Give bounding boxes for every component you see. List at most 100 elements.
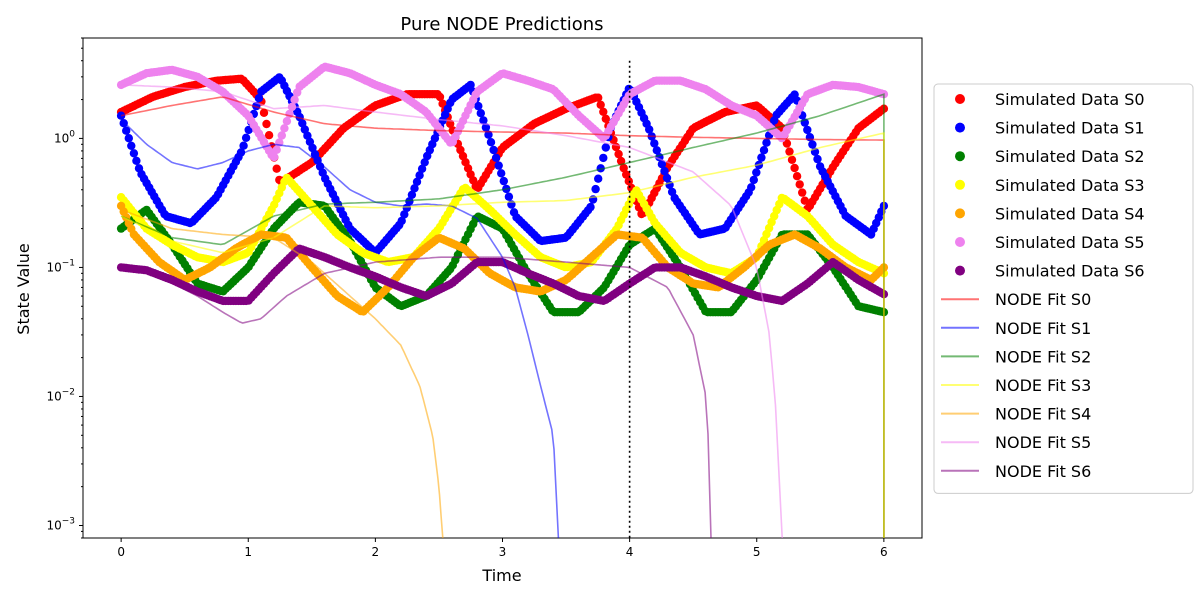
data-point bbox=[813, 154, 822, 164]
y-tick-label: 10−3 bbox=[46, 516, 75, 532]
data-point bbox=[282, 117, 292, 126]
data-point bbox=[290, 95, 299, 104]
data-point bbox=[759, 146, 769, 155]
data-point bbox=[601, 143, 610, 152]
data-point bbox=[645, 125, 654, 134]
data-point bbox=[474, 101, 483, 111]
chart-title: Pure NODE Predictions bbox=[400, 14, 603, 35]
series-simulated-data-s5 bbox=[116, 62, 889, 162]
data-point bbox=[400, 210, 409, 219]
legend-marker bbox=[955, 237, 965, 247]
data-point bbox=[619, 163, 628, 173]
data-point bbox=[479, 116, 488, 125]
data-point bbox=[491, 153, 501, 162]
legend-label: NODE Fit S0 bbox=[995, 290, 1091, 309]
data-point bbox=[270, 152, 279, 162]
series-simulated-data-s1 bbox=[116, 73, 889, 256]
fit-line-node-fit-s1 bbox=[120, 119, 560, 538]
legend-label: NODE Fit S6 bbox=[995, 462, 1091, 481]
legend-marker bbox=[955, 208, 965, 219]
data-point bbox=[494, 161, 503, 170]
data-point bbox=[596, 100, 605, 110]
legend-marker bbox=[955, 94, 965, 104]
fit-line-node-fit-s0 bbox=[120, 96, 885, 538]
x-tick-label: 2 bbox=[372, 545, 380, 559]
data-point bbox=[650, 139, 659, 148]
data-point bbox=[132, 156, 141, 165]
data-point bbox=[410, 184, 419, 193]
x-tick-label: 1 bbox=[244, 545, 252, 559]
data-point bbox=[272, 145, 281, 154]
data-point bbox=[239, 141, 248, 150]
data-point bbox=[417, 164, 427, 173]
legend: Simulated Data S0 Simulated Data S1 Simula… bbox=[933, 83, 1194, 494]
x-tick-label: 4 bbox=[626, 545, 634, 559]
data-point bbox=[499, 176, 508, 186]
data-point bbox=[800, 196, 809, 205]
data-point bbox=[405, 197, 414, 206]
data-point bbox=[599, 153, 608, 163]
fit-line-node-fit-s3 bbox=[120, 132, 885, 538]
legend-marker bbox=[955, 265, 965, 276]
legend-label: Simulated Data S3 bbox=[995, 176, 1145, 195]
data-point bbox=[259, 108, 269, 118]
x-tick-label: 6 bbox=[880, 545, 888, 559]
data-point bbox=[254, 94, 264, 103]
data-point bbox=[792, 172, 802, 181]
data-point bbox=[397, 216, 406, 226]
plot-content bbox=[116, 60, 889, 538]
data-point bbox=[129, 149, 139, 158]
data-point bbox=[484, 130, 493, 139]
data-point bbox=[624, 177, 633, 186]
fit-line-node-fit-s5 bbox=[121, 84, 783, 538]
data-point bbox=[264, 131, 274, 140]
data-point bbox=[438, 99, 447, 108]
data-point bbox=[594, 174, 603, 183]
data-point bbox=[749, 175, 758, 185]
data-point bbox=[497, 169, 506, 178]
series-simulated-data-s4 bbox=[116, 201, 889, 316]
legend-label: NODE Fit S1 bbox=[995, 319, 1091, 338]
data-point bbox=[272, 164, 281, 173]
data-point bbox=[757, 153, 766, 162]
data-point bbox=[415, 171, 424, 180]
data-point bbox=[476, 109, 485, 118]
data-point bbox=[591, 184, 600, 194]
legend-box bbox=[933, 83, 1194, 494]
data-point bbox=[795, 180, 804, 189]
legend-marker bbox=[955, 179, 965, 190]
data-point bbox=[262, 119, 271, 129]
legend-label: NODE Fit S3 bbox=[995, 376, 1091, 395]
data-point bbox=[752, 168, 761, 177]
legend-label: Simulated Data S2 bbox=[995, 147, 1145, 166]
plot-area: 0 1 2 3 4 5 6 10−3 10−2 10−1 100 bbox=[46, 37, 923, 559]
x-tick-label: 3 bbox=[499, 545, 507, 559]
data-point bbox=[747, 183, 756, 192]
legend-label: Simulated Data S1 bbox=[995, 119, 1145, 138]
data-point bbox=[803, 125, 812, 135]
x-axis-label: Time bbox=[481, 566, 521, 585]
legend-label: NODE Fit S5 bbox=[995, 433, 1091, 452]
legend-label: Simulated Data S0 bbox=[995, 90, 1145, 109]
x-tick-label: 0 bbox=[117, 545, 125, 559]
legend-label: Simulated Data S5 bbox=[995, 233, 1145, 252]
data-point bbox=[599, 107, 608, 117]
legend-label: NODE Fit S4 bbox=[995, 405, 1091, 424]
data-point bbox=[481, 123, 491, 132]
data-point bbox=[277, 131, 286, 140]
fit-line-node-fit-s2 bbox=[120, 93, 885, 538]
data-point bbox=[466, 80, 475, 90]
data-point bbox=[798, 188, 807, 197]
legend-label: Simulated Data S4 bbox=[995, 204, 1145, 223]
data-point bbox=[420, 158, 429, 167]
y-tick-label: 10−2 bbox=[46, 387, 75, 403]
legend-label: NODE Fit S2 bbox=[995, 347, 1091, 366]
data-point bbox=[504, 192, 514, 201]
data-point bbox=[412, 177, 422, 186]
data-point bbox=[124, 134, 133, 143]
data-point bbox=[660, 166, 669, 176]
data-point bbox=[790, 163, 799, 173]
data-point bbox=[787, 155, 797, 164]
legend-label: Simulated Data S6 bbox=[995, 262, 1145, 281]
